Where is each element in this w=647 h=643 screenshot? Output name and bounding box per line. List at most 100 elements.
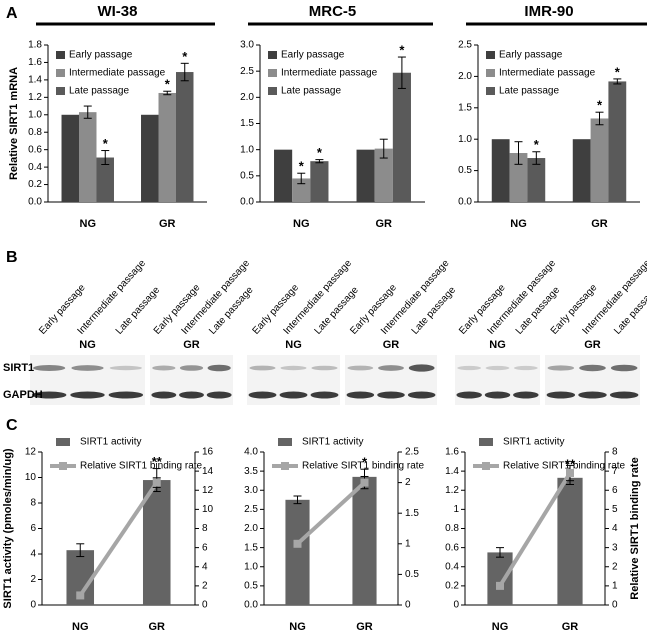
significance-mark: *	[362, 455, 368, 470]
bar	[509, 153, 528, 202]
bar	[392, 72, 411, 202]
bar	[590, 118, 609, 202]
gapdh-band	[513, 391, 539, 399]
gapdh-band	[456, 391, 482, 399]
y-axis-label: Relative SIRT1 mRNA	[8, 67, 20, 180]
bar	[374, 148, 393, 202]
legend-swatch	[278, 438, 292, 446]
y-tick-label: 1	[453, 504, 459, 515]
y-tick-label: 0.6	[445, 542, 459, 553]
y-tick-label: 0.8	[28, 127, 42, 138]
gapdh-band	[179, 391, 204, 399]
bar	[352, 476, 377, 605]
legend-swatch	[56, 51, 65, 59]
legend-label: Relative SIRT1 binding rate	[302, 461, 425, 472]
chart-title: MRC-5	[309, 3, 357, 20]
gapdh-band	[108, 391, 144, 399]
gapdh-band	[546, 391, 576, 399]
legend-swatch	[479, 438, 493, 446]
bar	[285, 499, 310, 605]
chart-title: IMR-90	[524, 3, 573, 20]
gapdh-band	[248, 391, 277, 399]
blot-row-label: SIRT1	[3, 362, 34, 374]
y-tick-label: 1.8	[28, 40, 42, 51]
bar	[487, 552, 513, 605]
y-tick-label: 0.5	[458, 165, 472, 176]
gapdh-band	[484, 391, 511, 399]
significance-mark: **	[565, 457, 576, 472]
y2-tick-label: 3	[612, 542, 618, 553]
y-axis-label: SIRT1 activity (pmoles/min/ug)	[2, 448, 14, 608]
bar	[175, 72, 194, 203]
y-tick-label: 2.5	[244, 504, 258, 515]
y-tick-label: 0.0	[458, 197, 472, 208]
sirt1-band	[109, 365, 142, 371]
y2-tick-label: 14	[202, 466, 214, 477]
gapdh-band	[206, 391, 232, 399]
y-tick-label: 1.4	[445, 466, 459, 477]
sirt1-band	[378, 365, 404, 371]
y2-tick-label: 1.5	[405, 508, 419, 519]
bar	[141, 114, 159, 202]
legend-swatch	[56, 69, 65, 77]
gapdh-band	[407, 391, 436, 399]
legend-label: SIRT1 activity	[80, 437, 142, 448]
y-tick-label: 1.0	[458, 134, 472, 145]
y2-tick-label: 2	[612, 561, 618, 572]
legend-swatch	[56, 87, 65, 95]
gapdh-band	[609, 391, 639, 399]
bar	[608, 81, 627, 202]
sirt1-band	[71, 365, 104, 371]
legend-label: SIRT1 activity	[302, 437, 364, 448]
y-tick-label: 1.0	[28, 109, 42, 120]
line	[78, 481, 159, 597]
y-tick-label: 4	[30, 549, 36, 560]
y-tick-label: 1.6	[28, 57, 42, 68]
y-tick-label: 1.4	[28, 75, 42, 86]
significance-mark: *	[534, 137, 540, 152]
legend-label: Intermediate passage	[281, 68, 378, 79]
sirt1-band	[152, 365, 176, 371]
legend-swatch	[486, 87, 495, 95]
line-marker	[566, 469, 574, 478]
legend-label: Relative SIRT1 binding rate	[503, 461, 626, 472]
legend-label: Late passage	[69, 86, 129, 97]
x-tick-label: NG	[510, 218, 527, 230]
panel-label: C	[6, 417, 18, 434]
x-tick-label: GR	[356, 621, 373, 633]
y-tick-label: 2.0	[458, 71, 472, 82]
x-tick-label: GR	[376, 218, 393, 230]
x-tick-label: NG	[492, 621, 509, 633]
y-tick-label: 0.2	[28, 179, 42, 190]
legend-swatch	[482, 462, 490, 470]
y-tick-label: 1.0	[240, 144, 254, 155]
panel-label: A	[6, 5, 18, 22]
y-tick-label: 12	[25, 447, 37, 458]
y2-tick-label: 16	[202, 447, 214, 458]
y-tick-label: 0.0	[240, 197, 254, 208]
sirt1-band	[485, 365, 510, 371]
x-tick-label: NG	[293, 218, 310, 230]
gapdh-band	[578, 391, 607, 399]
bar	[310, 161, 329, 202]
bar	[61, 114, 80, 202]
y2-tick-label: 6	[612, 485, 618, 496]
y-tick-label: 4.0	[244, 447, 258, 458]
y-tick-label: 1.2	[445, 485, 459, 496]
y-tick-label: 0.8	[445, 523, 459, 534]
y-tick-label: 2.0	[240, 92, 254, 103]
legend-swatch	[281, 462, 289, 470]
y-tick-label: 0.4	[28, 162, 42, 173]
y2-tick-label: 0	[405, 600, 411, 611]
bar	[356, 149, 375, 202]
legend-label: Intermediate passage	[499, 68, 596, 79]
y2-tick-label: 4	[202, 561, 208, 572]
y-tick-label: 0	[30, 600, 36, 611]
significance-mark: *	[299, 159, 305, 174]
y2-tick-label: 2	[202, 581, 208, 592]
legend-swatch	[56, 438, 70, 446]
blot-group-label: NG	[489, 339, 506, 351]
gapdh-band	[151, 391, 177, 399]
legend-swatch	[486, 51, 495, 59]
